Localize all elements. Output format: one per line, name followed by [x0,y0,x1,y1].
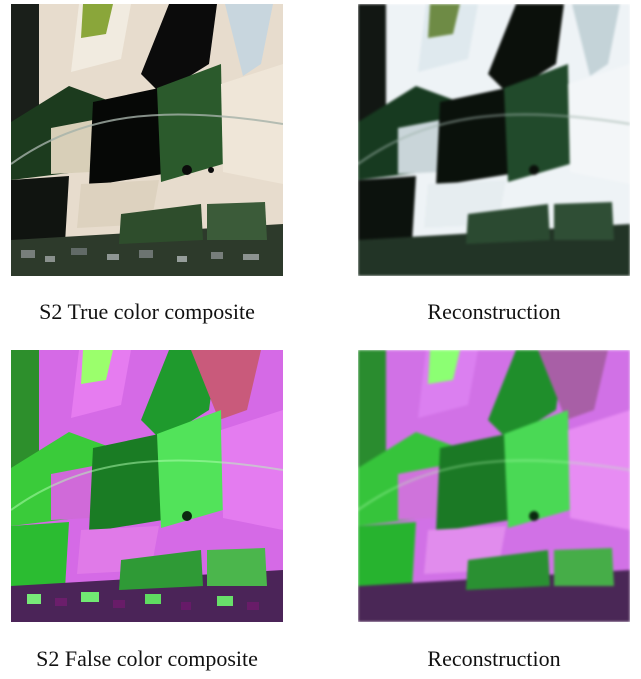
false-color-reconstruction-image [358,350,630,622]
true-color-satellite-image [11,4,283,276]
true-color-image [11,4,283,276]
true-color-caption: S2 True color composite [39,299,255,324]
false-color-reconstruction-caption: Reconstruction [427,646,561,671]
true-color-reconstruction-image [358,4,630,276]
true-color-reconstruction-caption: Reconstruction [427,299,561,324]
true-color-reconstruction-satellite-image [358,4,630,276]
false-color-satellite-image [11,350,283,622]
false-color-image [11,350,283,622]
false-color-caption: S2 False color composite [36,646,258,671]
false-color-reconstruction-satellite-image [358,350,630,622]
